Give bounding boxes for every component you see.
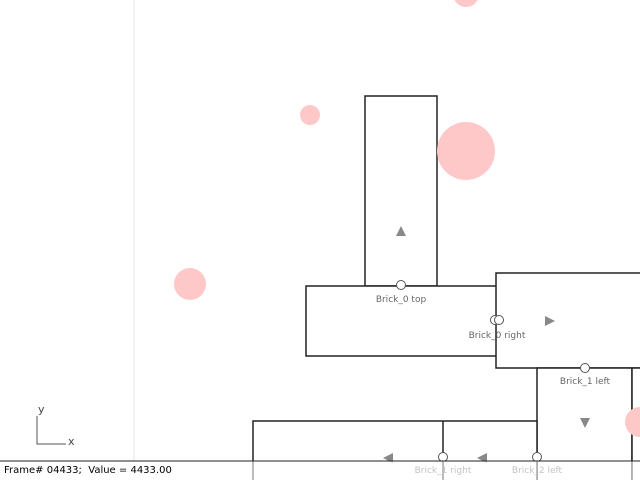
brick — [364, 95, 438, 287]
direction-arrow — [545, 316, 555, 326]
joint-label: Brick_0 top — [376, 295, 427, 305]
joint — [580, 363, 590, 373]
ball — [437, 122, 495, 180]
ball — [300, 105, 320, 125]
status-text: Frame# 04433; Value = 4433.00 — [4, 465, 172, 476]
joint-label: Brick_1 left — [560, 377, 611, 387]
axis-label: x — [68, 435, 75, 448]
ball — [174, 268, 206, 300]
joint — [494, 315, 504, 325]
ball — [625, 407, 640, 437]
joint — [532, 452, 542, 462]
brick — [495, 272, 640, 369]
status-bar — [0, 461, 640, 480]
joint-label: Brick_0 right — [469, 331, 526, 341]
joint — [396, 280, 406, 290]
direction-arrow — [580, 418, 590, 428]
axis-label: y — [38, 403, 45, 416]
direction-arrow — [396, 226, 406, 236]
axis-gizmo — [36, 416, 66, 445]
ball — [454, 0, 478, 7]
joint — [438, 452, 448, 462]
